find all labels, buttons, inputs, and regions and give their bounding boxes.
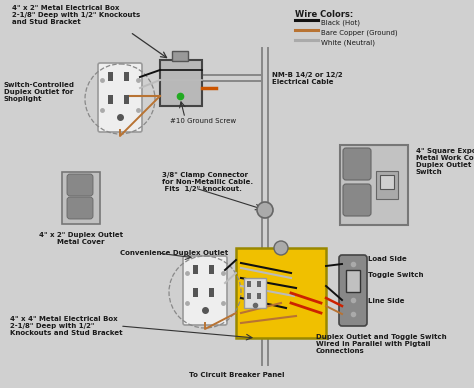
Bar — [193, 288, 198, 297]
Text: NM-B 14/2 or 12/2
Electrical Cable: NM-B 14/2 or 12/2 Electrical Cable — [272, 72, 343, 85]
Text: 4" x 4" Metal Electrical Box
2-1/8" Deep with 1/2"
Knockouts and Stud Bracket: 4" x 4" Metal Electrical Box 2-1/8" Deep… — [10, 316, 123, 336]
Bar — [257, 293, 261, 299]
Bar — [172, 51, 188, 61]
Bar — [257, 281, 261, 287]
Bar — [124, 95, 129, 104]
FancyBboxPatch shape — [183, 256, 227, 325]
Circle shape — [274, 241, 288, 255]
Bar — [340, 145, 408, 225]
Bar — [346, 270, 360, 292]
Text: Bare Copper (Ground): Bare Copper (Ground) — [321, 30, 398, 36]
Text: Convenience Duplex Outlet: Convenience Duplex Outlet — [120, 250, 228, 256]
Text: To Circuit Breaker Panel: To Circuit Breaker Panel — [189, 372, 285, 378]
Bar — [209, 265, 214, 274]
Text: #10 Ground Screw: #10 Ground Screw — [170, 118, 236, 124]
FancyBboxPatch shape — [67, 197, 93, 219]
Text: Line Side: Line Side — [368, 298, 404, 304]
Text: Switch-Controlled
Duplex Outlet for
Shoplight: Switch-Controlled Duplex Outlet for Shop… — [4, 82, 75, 102]
Bar — [193, 265, 198, 274]
FancyBboxPatch shape — [343, 184, 371, 216]
Text: Load Side: Load Side — [368, 256, 407, 262]
FancyBboxPatch shape — [343, 148, 371, 180]
Text: 4" x 2" Metal Electrical Box
2-1/8" Deep with 1/2" Knockouts
and Stud Bracket: 4" x 2" Metal Electrical Box 2-1/8" Deep… — [12, 5, 140, 25]
Text: Black (Hot): Black (Hot) — [321, 20, 360, 26]
FancyBboxPatch shape — [339, 255, 367, 326]
Bar — [247, 281, 251, 287]
FancyBboxPatch shape — [67, 174, 93, 196]
FancyBboxPatch shape — [98, 63, 142, 132]
Text: Wire Colors:: Wire Colors: — [295, 10, 353, 19]
Bar — [376, 171, 398, 199]
Bar — [236, 248, 326, 338]
Bar — [247, 293, 251, 299]
Bar — [244, 278, 266, 308]
Circle shape — [257, 202, 273, 218]
Text: 4" Square Exposed
Metal Work Cover with
Duplex Outlet & Toggle
Switch: 4" Square Exposed Metal Work Cover with … — [416, 148, 474, 175]
Bar — [160, 60, 202, 106]
Bar — [124, 72, 129, 81]
Text: 4" x 2" Duplex Outlet
Metal Cover: 4" x 2" Duplex Outlet Metal Cover — [39, 232, 123, 245]
Bar — [108, 72, 113, 81]
Bar — [108, 95, 113, 104]
Bar — [380, 175, 394, 189]
Bar — [62, 172, 100, 224]
Bar — [209, 288, 214, 297]
Text: White (Neutral): White (Neutral) — [321, 40, 375, 46]
Text: Toggle Switch: Toggle Switch — [368, 272, 423, 278]
Text: Duplex Outlet and Toggle Switch
Wired in Parallel with Pigtail
Connections: Duplex Outlet and Toggle Switch Wired in… — [316, 334, 447, 354]
Text: 3/8" Clamp Connector
for Non-Metallic Cable.
 Fits  1/2" knockout.: 3/8" Clamp Connector for Non-Metallic Ca… — [162, 172, 253, 192]
